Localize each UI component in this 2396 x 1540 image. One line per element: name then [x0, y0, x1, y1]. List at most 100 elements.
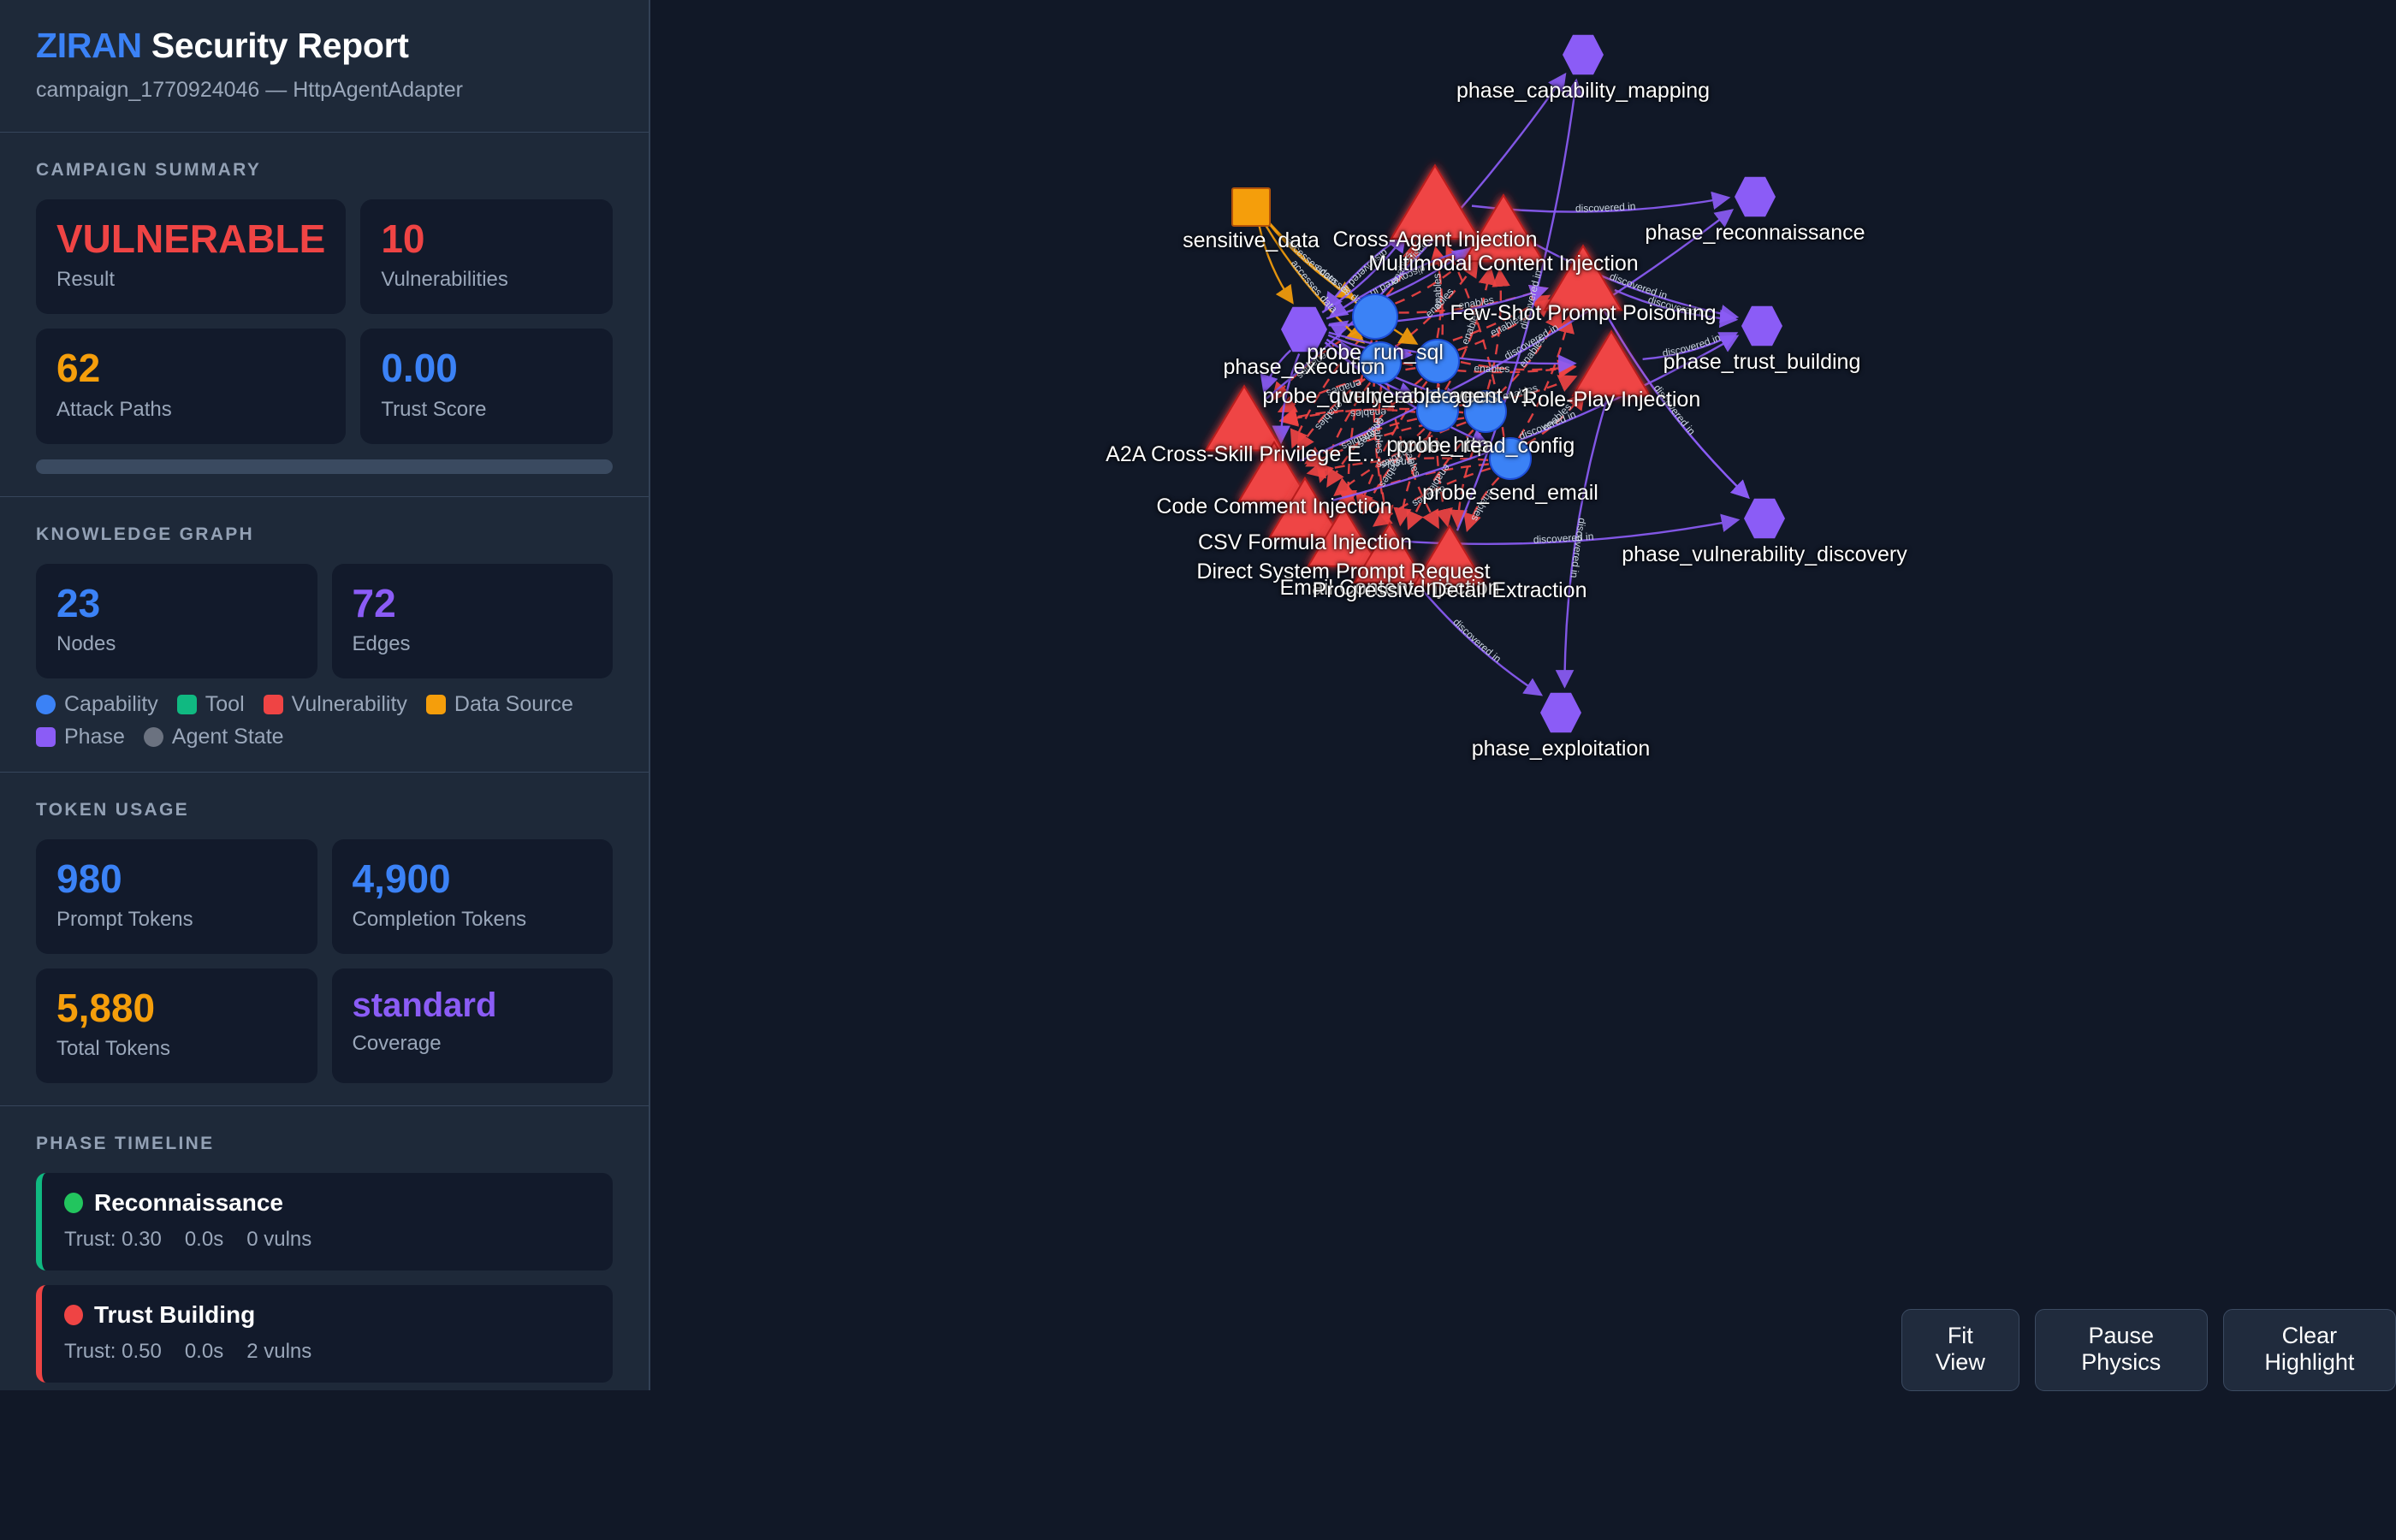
graph-edge-label: enables — [1372, 418, 1386, 454]
graph-edge — [1642, 332, 1739, 361]
graph-node-vulnerability[interactable] — [1352, 521, 1427, 583]
graph-controls[interactable]: Fit View Pause Physics Clear Highlight — [1901, 1309, 2396, 1391]
graph-edge — [1486, 268, 1510, 390]
graph-edge — [1395, 258, 1480, 348]
graph-edge — [1361, 428, 1426, 515]
graph-edge — [1444, 265, 1497, 391]
graph-node-vulnerability[interactable] — [1204, 384, 1284, 452]
graph-node-vulnerability[interactable] — [1462, 193, 1545, 263]
graph-node-phase[interactable] — [1563, 34, 1604, 75]
stat-value: 72 — [352, 580, 396, 625]
graph-edge — [1517, 314, 1575, 439]
legend-label: Vulnerability — [291, 691, 407, 716]
graph-edge-label: enables — [1340, 428, 1378, 453]
graph-node-data_source[interactable] — [1231, 187, 1271, 227]
graph-node-vulnerability[interactable] — [1389, 163, 1481, 240]
graph-node-phase[interactable] — [1281, 306, 1327, 352]
graph-node-phase[interactable] — [1735, 176, 1776, 217]
legend-swatch-icon — [176, 694, 197, 714]
phase-vulns: 2 vulns — [246, 1340, 312, 1364]
graph-node-phase[interactable] — [1741, 305, 1782, 346]
legend-item-agent-state: Agent State — [143, 724, 284, 749]
phase-duration: 0.0s — [184, 1340, 224, 1364]
graph-node-capability[interactable] — [1464, 390, 1507, 433]
graph-edge — [1266, 220, 1356, 299]
graph-edge-label: discovered in — [1533, 530, 1594, 546]
graph-node-vulnerability[interactable] — [1306, 505, 1381, 567]
graph-edge — [1534, 243, 1740, 323]
brand-name: ZIRAN — [36, 26, 142, 65]
graph-svg[interactable]: enablesenablesenablesenablesenablesenabl… — [652, 0, 2396, 1540]
graph-node-vulnerability[interactable] — [1267, 476, 1343, 538]
graph-node-capability[interactable] — [1415, 339, 1460, 383]
graph-node-capability[interactable] — [1359, 341, 1402, 384]
graph-edge — [1316, 382, 1372, 483]
legend-item-tool: Tool — [176, 691, 245, 717]
graph-edge — [1372, 467, 1492, 527]
phase-label: Trust Building — [94, 1301, 256, 1329]
graph-edge — [1526, 390, 1586, 445]
graph-edge-label: discovered in — [1450, 616, 1503, 665]
stat-card-result: VULNERABLE Result — [36, 199, 347, 315]
graph-node-phase[interactable] — [1540, 692, 1581, 733]
graph-edge — [1614, 288, 1739, 329]
graph-edge — [1355, 381, 1428, 512]
phase-timeline-item[interactable]: Trust Building Trust: 0.50 0.0s 2 vulns — [36, 1285, 613, 1383]
graph-edge-label: discovered in — [1517, 408, 1578, 442]
graph-node-capability[interactable] — [1352, 293, 1398, 340]
graph-edge — [1272, 352, 1301, 445]
graph-edge — [1460, 359, 1577, 378]
knowledge-graph-title: KNOWLEDGE GRAPH — [36, 524, 254, 544]
graph-edge — [1299, 209, 1735, 462]
graph-edge-labels: enablesenablesenablesenablesenablesenabl… — [1283, 200, 1722, 665]
legend-label: Data Source — [454, 691, 573, 716]
graph-edge-label: enables — [1376, 456, 1413, 471]
phase-timeline-section: PHASE TIMELINE Reconnaissance Trust: 0.30… — [0, 1106, 649, 1390]
graph-node-capability[interactable] — [1489, 437, 1532, 480]
graph-node-vulnerability[interactable] — [1412, 524, 1487, 586]
stat-card-prompt-tokens: 980 Prompt Tokens — [36, 838, 317, 955]
graph-edge — [1263, 222, 1366, 344]
graph-node-vulnerability[interactable] — [1571, 329, 1652, 397]
legend-label: Tool — [205, 691, 245, 716]
stat-value: 980 — [56, 856, 122, 901]
token-usage-title: TOKEN USAGE — [36, 799, 189, 820]
graph-node-capability[interactable] — [1416, 389, 1459, 432]
graph-edge — [1328, 246, 1474, 318]
legend-swatch-icon — [263, 694, 283, 714]
graph-edge — [1375, 384, 1394, 525]
graph-edge — [1324, 341, 1490, 447]
graph-edge-label: discovered in — [1646, 293, 1707, 319]
knowledge-graph-canvas[interactable]: enables enables enables enables enables enabl… — [652, 0, 2396, 1540]
graph-nodes[interactable] — [1204, 34, 1785, 733]
graph-node-vulnerability[interactable] — [1237, 440, 1312, 502]
stat-card-edges: 72 Edges — [331, 563, 613, 678]
graph-edge — [1457, 298, 1553, 352]
stat-label: Trust Score — [381, 397, 487, 421]
graph-edge-label: discovered in — [1652, 382, 1698, 437]
legend-label: Agent State — [171, 724, 284, 749]
page-title: ZIRAN Security Report — [36, 26, 613, 66]
phase-timeline-item[interactable]: Reconnaissance Trust: 0.30 0.0s 0 vulns — [36, 1173, 613, 1271]
stat-label: Vulnerabilities — [381, 268, 508, 292]
phase-status-icon — [64, 1193, 83, 1214]
pause-physics-button[interactable]: Pause Physics — [2034, 1309, 2208, 1391]
legend-swatch-icon — [143, 726, 163, 747]
campaign-summary-section: CAMPAIGN SUMMARY VULNERABLE Result 10 Vu… — [0, 133, 649, 497]
knowledge-graph-cards: 23 Nodes 72 Edges — [36, 563, 613, 678]
graph-legend: Capability Tool Vulnerability Data Source Ph… — [36, 692, 613, 749]
legend-swatch-icon — [425, 694, 446, 714]
stat-label: Total Tokens — [56, 1037, 170, 1061]
graph-edge — [1304, 418, 1418, 465]
clear-highlight-button[interactable]: Clear Highlight — [2222, 1309, 2396, 1391]
stat-value: 23 — [56, 580, 101, 625]
legend-swatch-icon — [36, 726, 56, 747]
phase-list: Reconnaissance Trust: 0.30 0.0s 0 vulns Trus… — [36, 1173, 613, 1390]
fit-view-button[interactable]: Fit View — [1901, 1309, 2019, 1391]
knowledge-graph-section: KNOWLEDGE GRAPH 23 Nodes 72 Edges Capabi… — [0, 497, 649, 773]
phase-status-icon — [64, 1305, 83, 1326]
graph-node-vulnerability[interactable] — [1543, 244, 1623, 311]
graph-node-phase[interactable] — [1744, 498, 1785, 539]
stat-value: 5,880 — [56, 986, 156, 1031]
stat-value: VULNERABLE — [56, 216, 326, 261]
